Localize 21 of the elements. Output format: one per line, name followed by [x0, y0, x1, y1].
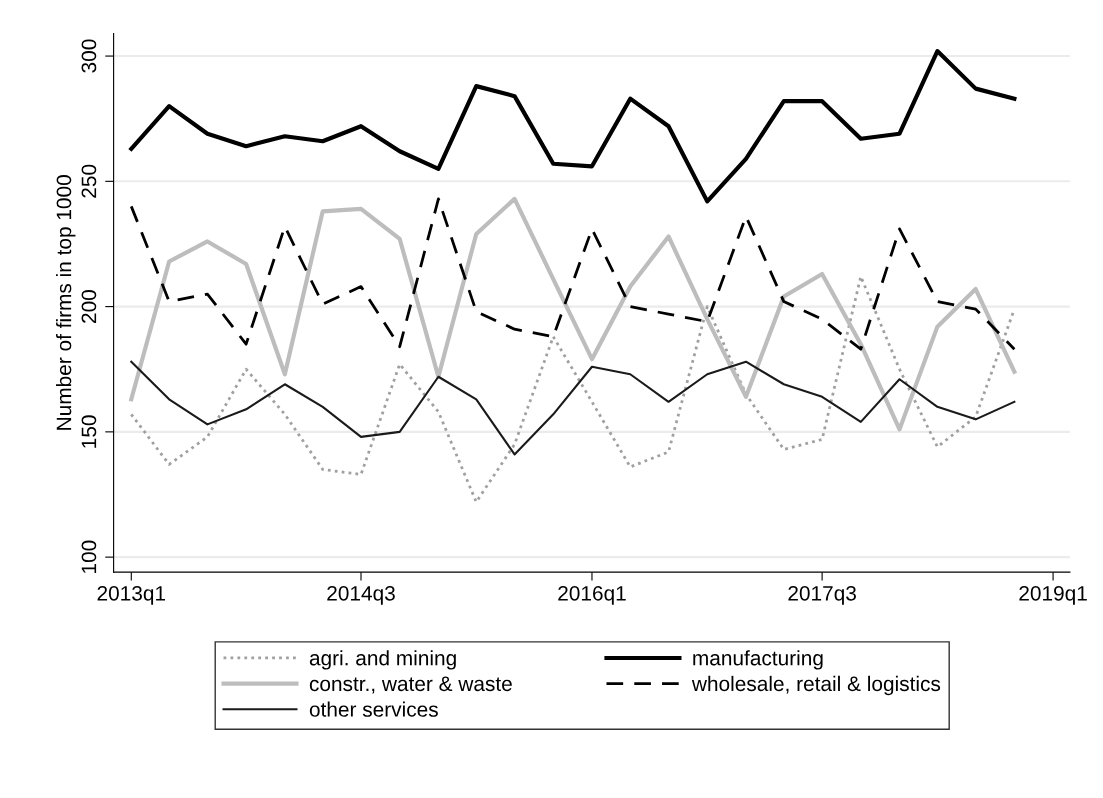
y-axis-title: Number of firms in top 1000 [56, 175, 76, 430]
y-tick-label: 100 [81, 540, 97, 573]
y-tick-label: 200 [81, 290, 97, 323]
legend-label: constr., water & waste [309, 676, 512, 694]
line-series [129, 275, 1016, 504]
legend-label: wholesale, retail & logistics [691, 675, 941, 696]
legend-label: manufacturing [693, 650, 823, 670]
legend-label: other services [309, 701, 438, 717]
x-tick-label: 2016q1 [558, 585, 626, 605]
x-tick-label: 2013q1 [97, 585, 166, 605]
line-series [129, 197, 1016, 351]
y-tick-label: 300 [81, 39, 97, 73]
line-series [129, 48, 1017, 204]
x-tick-label: 2019q1 [1019, 585, 1087, 605]
line-series [129, 196, 1017, 432]
line-series [130, 360, 1016, 456]
x-tick-label: 2014q3 [327, 585, 395, 605]
y-tick-label: 250 [81, 164, 97, 198]
legend-label: agri. and mining [309, 650, 456, 670]
y-tick-label: 150 [81, 415, 97, 448]
x-tick-label: 2017q3 [788, 585, 856, 605]
